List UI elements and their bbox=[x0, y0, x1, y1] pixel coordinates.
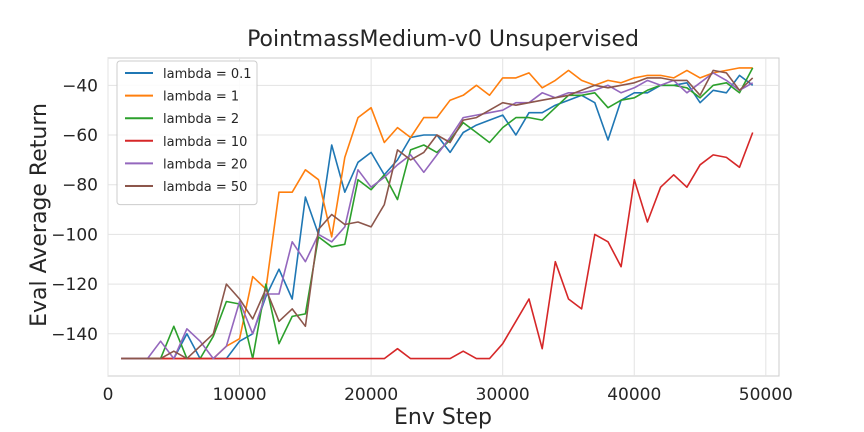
legend-label-5: lambda = 50 bbox=[163, 180, 247, 195]
series-line-4 bbox=[121, 72, 754, 360]
legend-label-3: lambda = 10 bbox=[163, 135, 247, 150]
y-axis-label: Eval Average Return bbox=[27, 103, 52, 327]
legend-label-4: lambda = 20 bbox=[163, 157, 247, 172]
legend-label-1: lambda = 1 bbox=[163, 90, 239, 105]
series-line-5 bbox=[121, 69, 754, 360]
x-tick-label: 50000 bbox=[739, 385, 793, 405]
x-tick-label: 0 bbox=[103, 385, 114, 405]
y-tick-label: −60 bbox=[62, 126, 98, 146]
legend-box bbox=[116, 60, 258, 206]
x-axis-label: Env Step bbox=[394, 405, 492, 430]
y-tick-label: −120 bbox=[51, 275, 98, 295]
y-tick-label: −40 bbox=[62, 76, 98, 96]
legend: lambda = 0.1 lambda = 1 lambda = 2 lambda =… bbox=[116, 60, 258, 206]
y-tick-label: −100 bbox=[51, 225, 98, 245]
legend-label-2: lambda = 2 bbox=[163, 112, 239, 127]
x-tick-label: 10000 bbox=[213, 385, 267, 405]
legend-label-0: lambda = 0.1 bbox=[163, 67, 252, 82]
tick-labels: 0 10000 20000 30000 40000 50000 −140 −120 −100 −8… bbox=[51, 76, 793, 405]
y-tick-label: −80 bbox=[62, 176, 98, 196]
chart-title: PointmassMedium-v0 Unsupervised bbox=[247, 27, 639, 52]
series-line-2 bbox=[121, 67, 754, 360]
x-tick-label: 40000 bbox=[607, 385, 661, 405]
x-tick-label: 20000 bbox=[344, 385, 398, 405]
series-line-3 bbox=[121, 132, 754, 360]
y-tick-label: −140 bbox=[51, 325, 98, 345]
series-lines bbox=[121, 67, 754, 360]
x-tick-label: 30000 bbox=[476, 385, 530, 405]
